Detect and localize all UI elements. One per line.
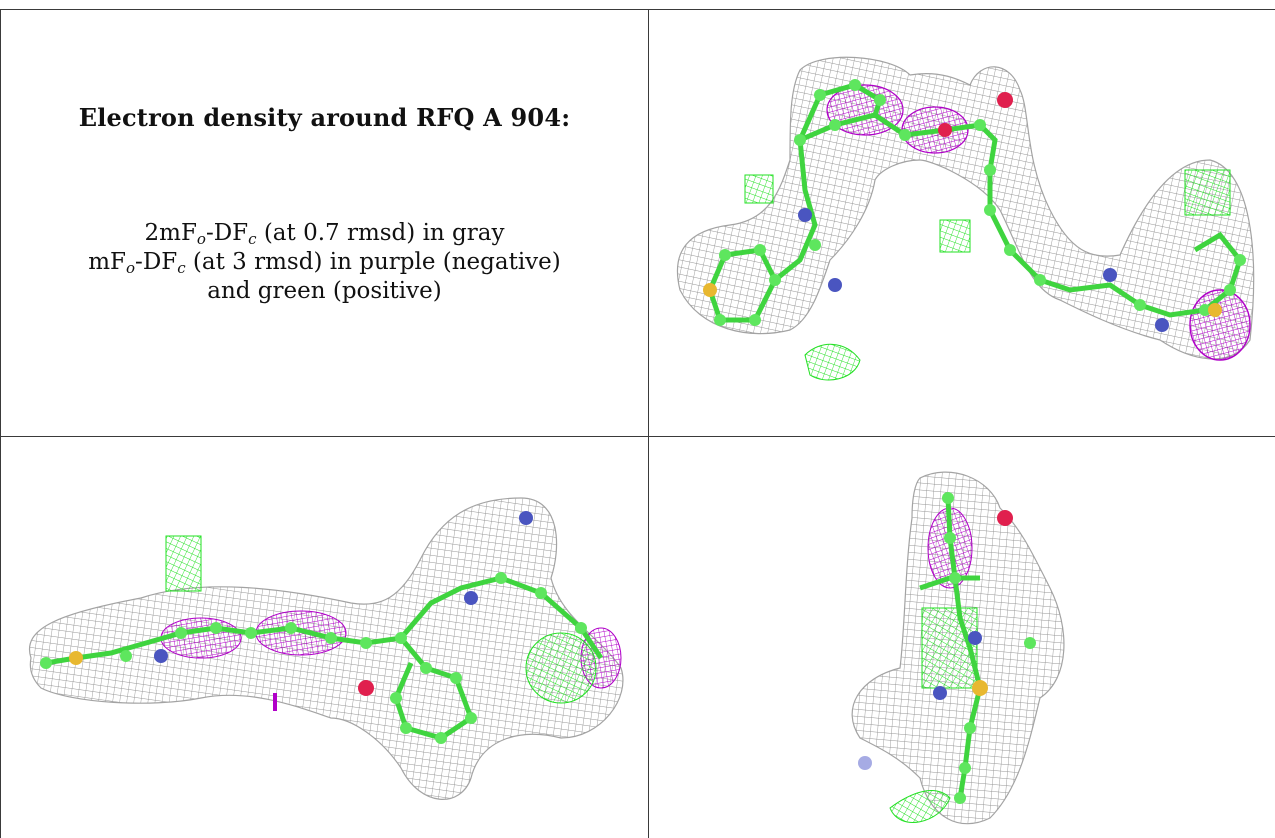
text-df: -DF	[206, 220, 248, 246]
caption-line-green: and green (positive)	[1, 277, 648, 306]
density-view-top-right	[650, 10, 1275, 436]
caption-cell: Electron density around RFQ A 904: 2mFo-…	[1, 10, 648, 436]
subscript-o: o	[126, 259, 135, 277]
density-view-bottom-right	[650, 438, 1275, 838]
text-df: -DF	[135, 249, 177, 275]
text-mf: mF	[88, 249, 126, 275]
molecule-render-1	[650, 10, 1275, 436]
molecule-render-3	[650, 438, 1275, 838]
table-middle-border	[0, 436, 1275, 437]
subscript-c: c	[177, 259, 185, 277]
molecule-render-2	[1, 438, 648, 838]
caption-title: Electron density around RFQ A 904:	[1, 103, 648, 132]
subscript-c: c	[248, 230, 256, 248]
table-center-divider	[648, 9, 649, 838]
density-view-bottom-left	[1, 438, 648, 838]
text-purple-desc: (at 3 rmsd) in purple (negative)	[186, 249, 561, 275]
subscript-o: o	[197, 230, 206, 248]
caption-line-2fo-dfc: 2mFo-DFc (at 0.7 rmsd) in gray	[1, 219, 648, 248]
text-2mf: 2mF	[145, 220, 197, 246]
text-gray-desc: (at 0.7 rmsd) in gray	[257, 220, 505, 246]
caption-line-fo-dfc: mFo-DFc (at 3 rmsd) in purple (negative)	[1, 248, 648, 277]
